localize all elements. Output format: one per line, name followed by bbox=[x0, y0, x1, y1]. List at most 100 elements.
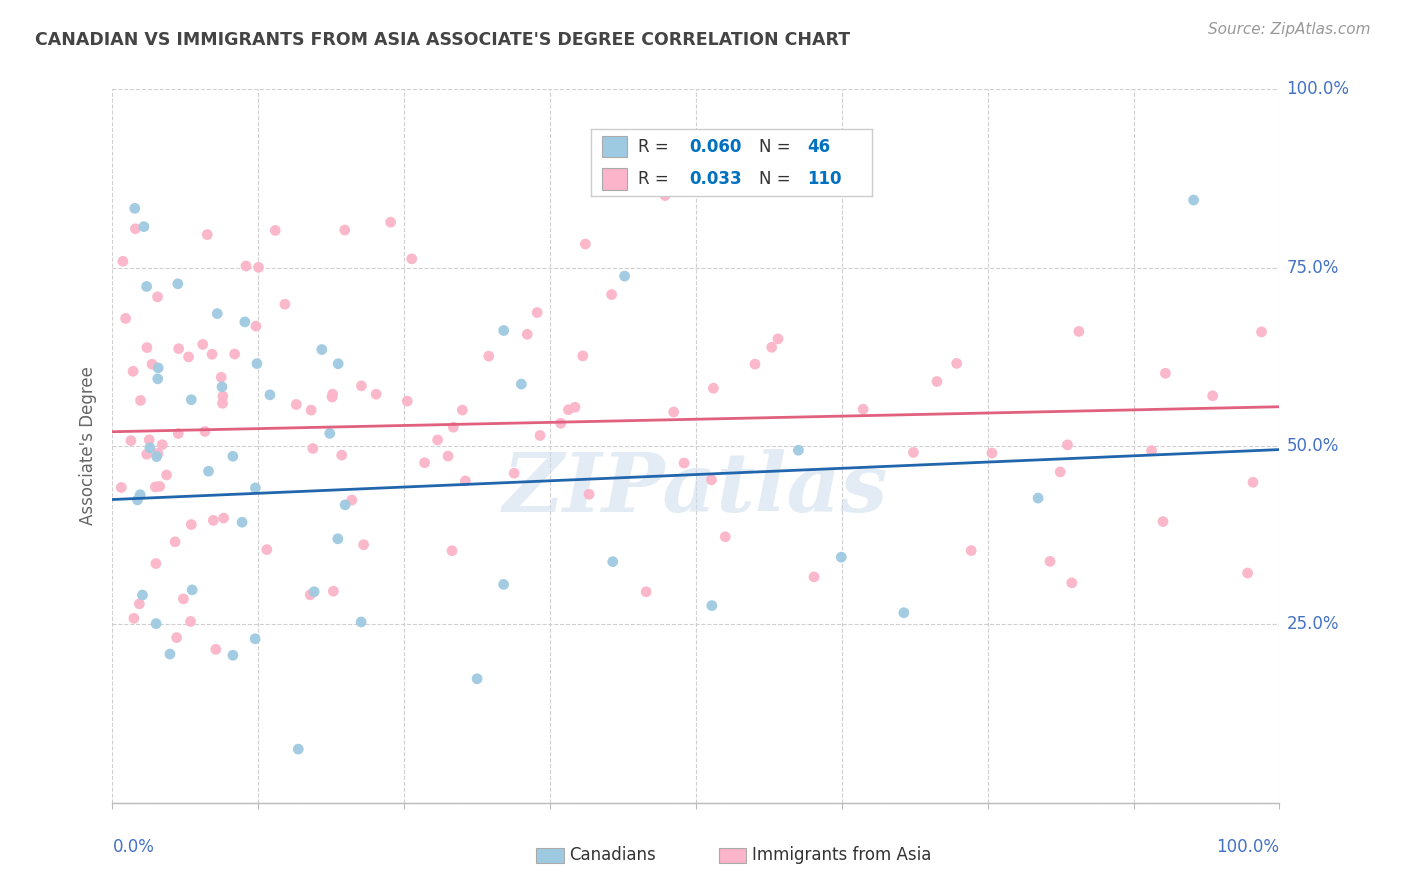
Point bbox=[211, 389, 233, 403]
Point bbox=[1049, 465, 1071, 479]
Text: 0.060: 0.060 bbox=[689, 137, 741, 156]
Point bbox=[662, 405, 685, 419]
FancyBboxPatch shape bbox=[602, 136, 627, 157]
Text: 25.0%: 25.0% bbox=[1286, 615, 1339, 633]
Point bbox=[197, 464, 219, 478]
Point bbox=[145, 616, 167, 631]
FancyBboxPatch shape bbox=[602, 169, 627, 189]
Point bbox=[124, 221, 146, 235]
Point bbox=[177, 350, 200, 364]
Point bbox=[211, 396, 233, 410]
Point bbox=[129, 393, 152, 408]
Point bbox=[124, 202, 146, 216]
Point bbox=[110, 480, 132, 494]
Text: 100.0%: 100.0% bbox=[1216, 838, 1279, 856]
Point bbox=[787, 443, 810, 458]
Point bbox=[245, 319, 267, 334]
Point bbox=[150, 438, 173, 452]
Point bbox=[135, 279, 157, 293]
Point bbox=[146, 290, 169, 304]
Point bbox=[145, 557, 167, 571]
Point bbox=[451, 403, 474, 417]
Point bbox=[180, 615, 202, 629]
Point bbox=[155, 467, 177, 482]
Point bbox=[380, 215, 402, 229]
Point bbox=[714, 530, 737, 544]
Point bbox=[600, 287, 623, 301]
Point bbox=[981, 446, 1004, 460]
Text: Source: ZipAtlas.com: Source: ZipAtlas.com bbox=[1208, 22, 1371, 37]
Point bbox=[1026, 491, 1049, 505]
Point bbox=[243, 632, 266, 646]
Point bbox=[235, 259, 257, 273]
Text: 75.0%: 75.0% bbox=[1286, 259, 1339, 277]
Point bbox=[256, 542, 278, 557]
Point bbox=[149, 479, 172, 493]
Point bbox=[141, 357, 163, 371]
Point bbox=[120, 434, 142, 448]
Point bbox=[1067, 325, 1090, 339]
Point bbox=[138, 433, 160, 447]
Point bbox=[224, 347, 246, 361]
Point bbox=[166, 631, 188, 645]
Point bbox=[122, 364, 145, 378]
Point bbox=[333, 223, 356, 237]
Point bbox=[744, 357, 766, 371]
Point bbox=[159, 647, 181, 661]
Point bbox=[131, 588, 153, 602]
Point bbox=[1060, 575, 1083, 590]
Point bbox=[333, 498, 356, 512]
Point bbox=[550, 417, 572, 431]
Point bbox=[396, 394, 419, 409]
Text: ZIPatlas: ZIPatlas bbox=[503, 449, 889, 529]
Point bbox=[326, 357, 349, 371]
Point bbox=[1056, 438, 1078, 452]
Point bbox=[209, 370, 232, 384]
Point bbox=[311, 343, 333, 357]
Point bbox=[526, 305, 548, 319]
Point bbox=[163, 534, 186, 549]
Point bbox=[557, 402, 579, 417]
Point bbox=[903, 445, 925, 459]
Point bbox=[247, 260, 270, 275]
Point bbox=[326, 532, 349, 546]
Point bbox=[1250, 325, 1272, 339]
Point bbox=[135, 447, 157, 461]
Text: 0.0%: 0.0% bbox=[112, 838, 155, 856]
Point bbox=[207, 307, 229, 321]
Point bbox=[564, 401, 586, 415]
Point bbox=[302, 584, 325, 599]
Point bbox=[1201, 389, 1223, 403]
Point bbox=[285, 397, 308, 411]
Point bbox=[222, 648, 245, 663]
Point bbox=[114, 311, 136, 326]
Point bbox=[366, 387, 388, 401]
Point bbox=[231, 515, 253, 529]
Point bbox=[191, 337, 214, 351]
Text: Immigrants from Asia: Immigrants from Asia bbox=[752, 847, 932, 864]
Text: 50.0%: 50.0% bbox=[1286, 437, 1339, 455]
Point bbox=[128, 597, 150, 611]
Point bbox=[322, 584, 344, 599]
Point bbox=[830, 550, 852, 565]
Point bbox=[180, 517, 202, 532]
Point bbox=[180, 392, 202, 407]
Point bbox=[274, 297, 297, 311]
Point bbox=[167, 342, 190, 356]
Point bbox=[202, 513, 225, 527]
Point bbox=[145, 480, 167, 494]
Point bbox=[413, 456, 436, 470]
Point bbox=[201, 347, 224, 361]
Point bbox=[1241, 475, 1264, 490]
Point bbox=[136, 341, 159, 355]
Point bbox=[340, 493, 363, 508]
Point bbox=[353, 538, 375, 552]
Point bbox=[127, 492, 149, 507]
Text: R =: R = bbox=[638, 137, 675, 156]
Point bbox=[350, 379, 373, 393]
Point bbox=[287, 742, 309, 756]
Point bbox=[1154, 366, 1177, 380]
Point bbox=[139, 441, 162, 455]
Point bbox=[766, 332, 789, 346]
Point bbox=[167, 426, 190, 441]
